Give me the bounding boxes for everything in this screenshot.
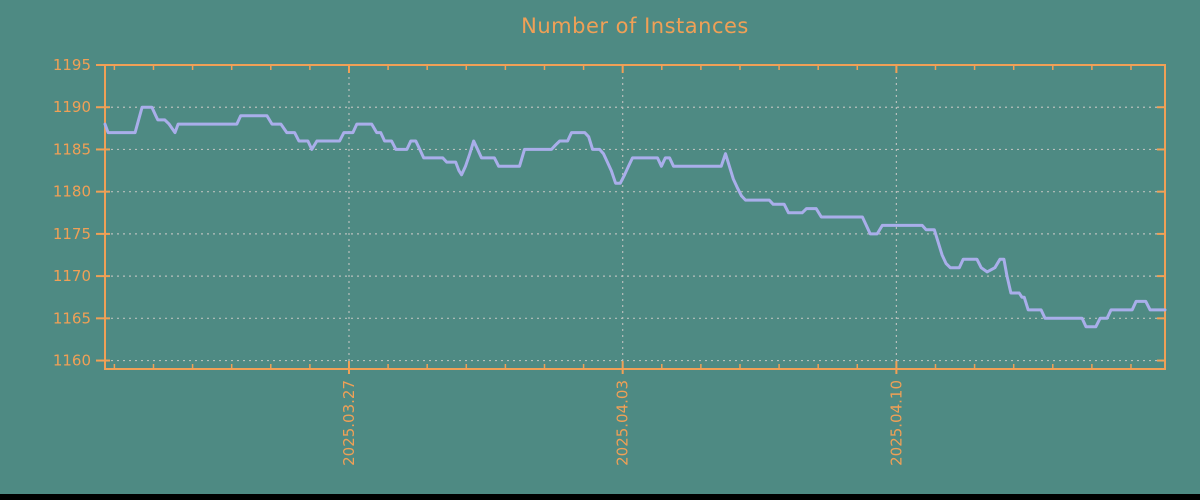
y-tick-label: 1195 — [53, 56, 91, 74]
x-tick-label: 2025.04.10 — [887, 380, 905, 466]
chart-title: Number of Instances — [521, 14, 749, 38]
screen-edge-bar — [0, 494, 1200, 500]
x-tick-label: 2025.03.27 — [340, 380, 358, 466]
y-tick-label: 1185 — [53, 140, 91, 158]
y-tick-label: 1175 — [53, 225, 91, 243]
instances-line — [103, 105, 1167, 329]
y-tick-label: 1160 — [53, 352, 91, 370]
y-tick-label: 1180 — [53, 183, 91, 201]
y-tick-label: 1165 — [53, 309, 91, 327]
plot-border — [104, 64, 1166, 370]
y-tick-label: 1170 — [53, 267, 91, 285]
y-tick-label: 1190 — [53, 98, 91, 116]
x-tick-label: 2025.04.03 — [614, 380, 632, 466]
